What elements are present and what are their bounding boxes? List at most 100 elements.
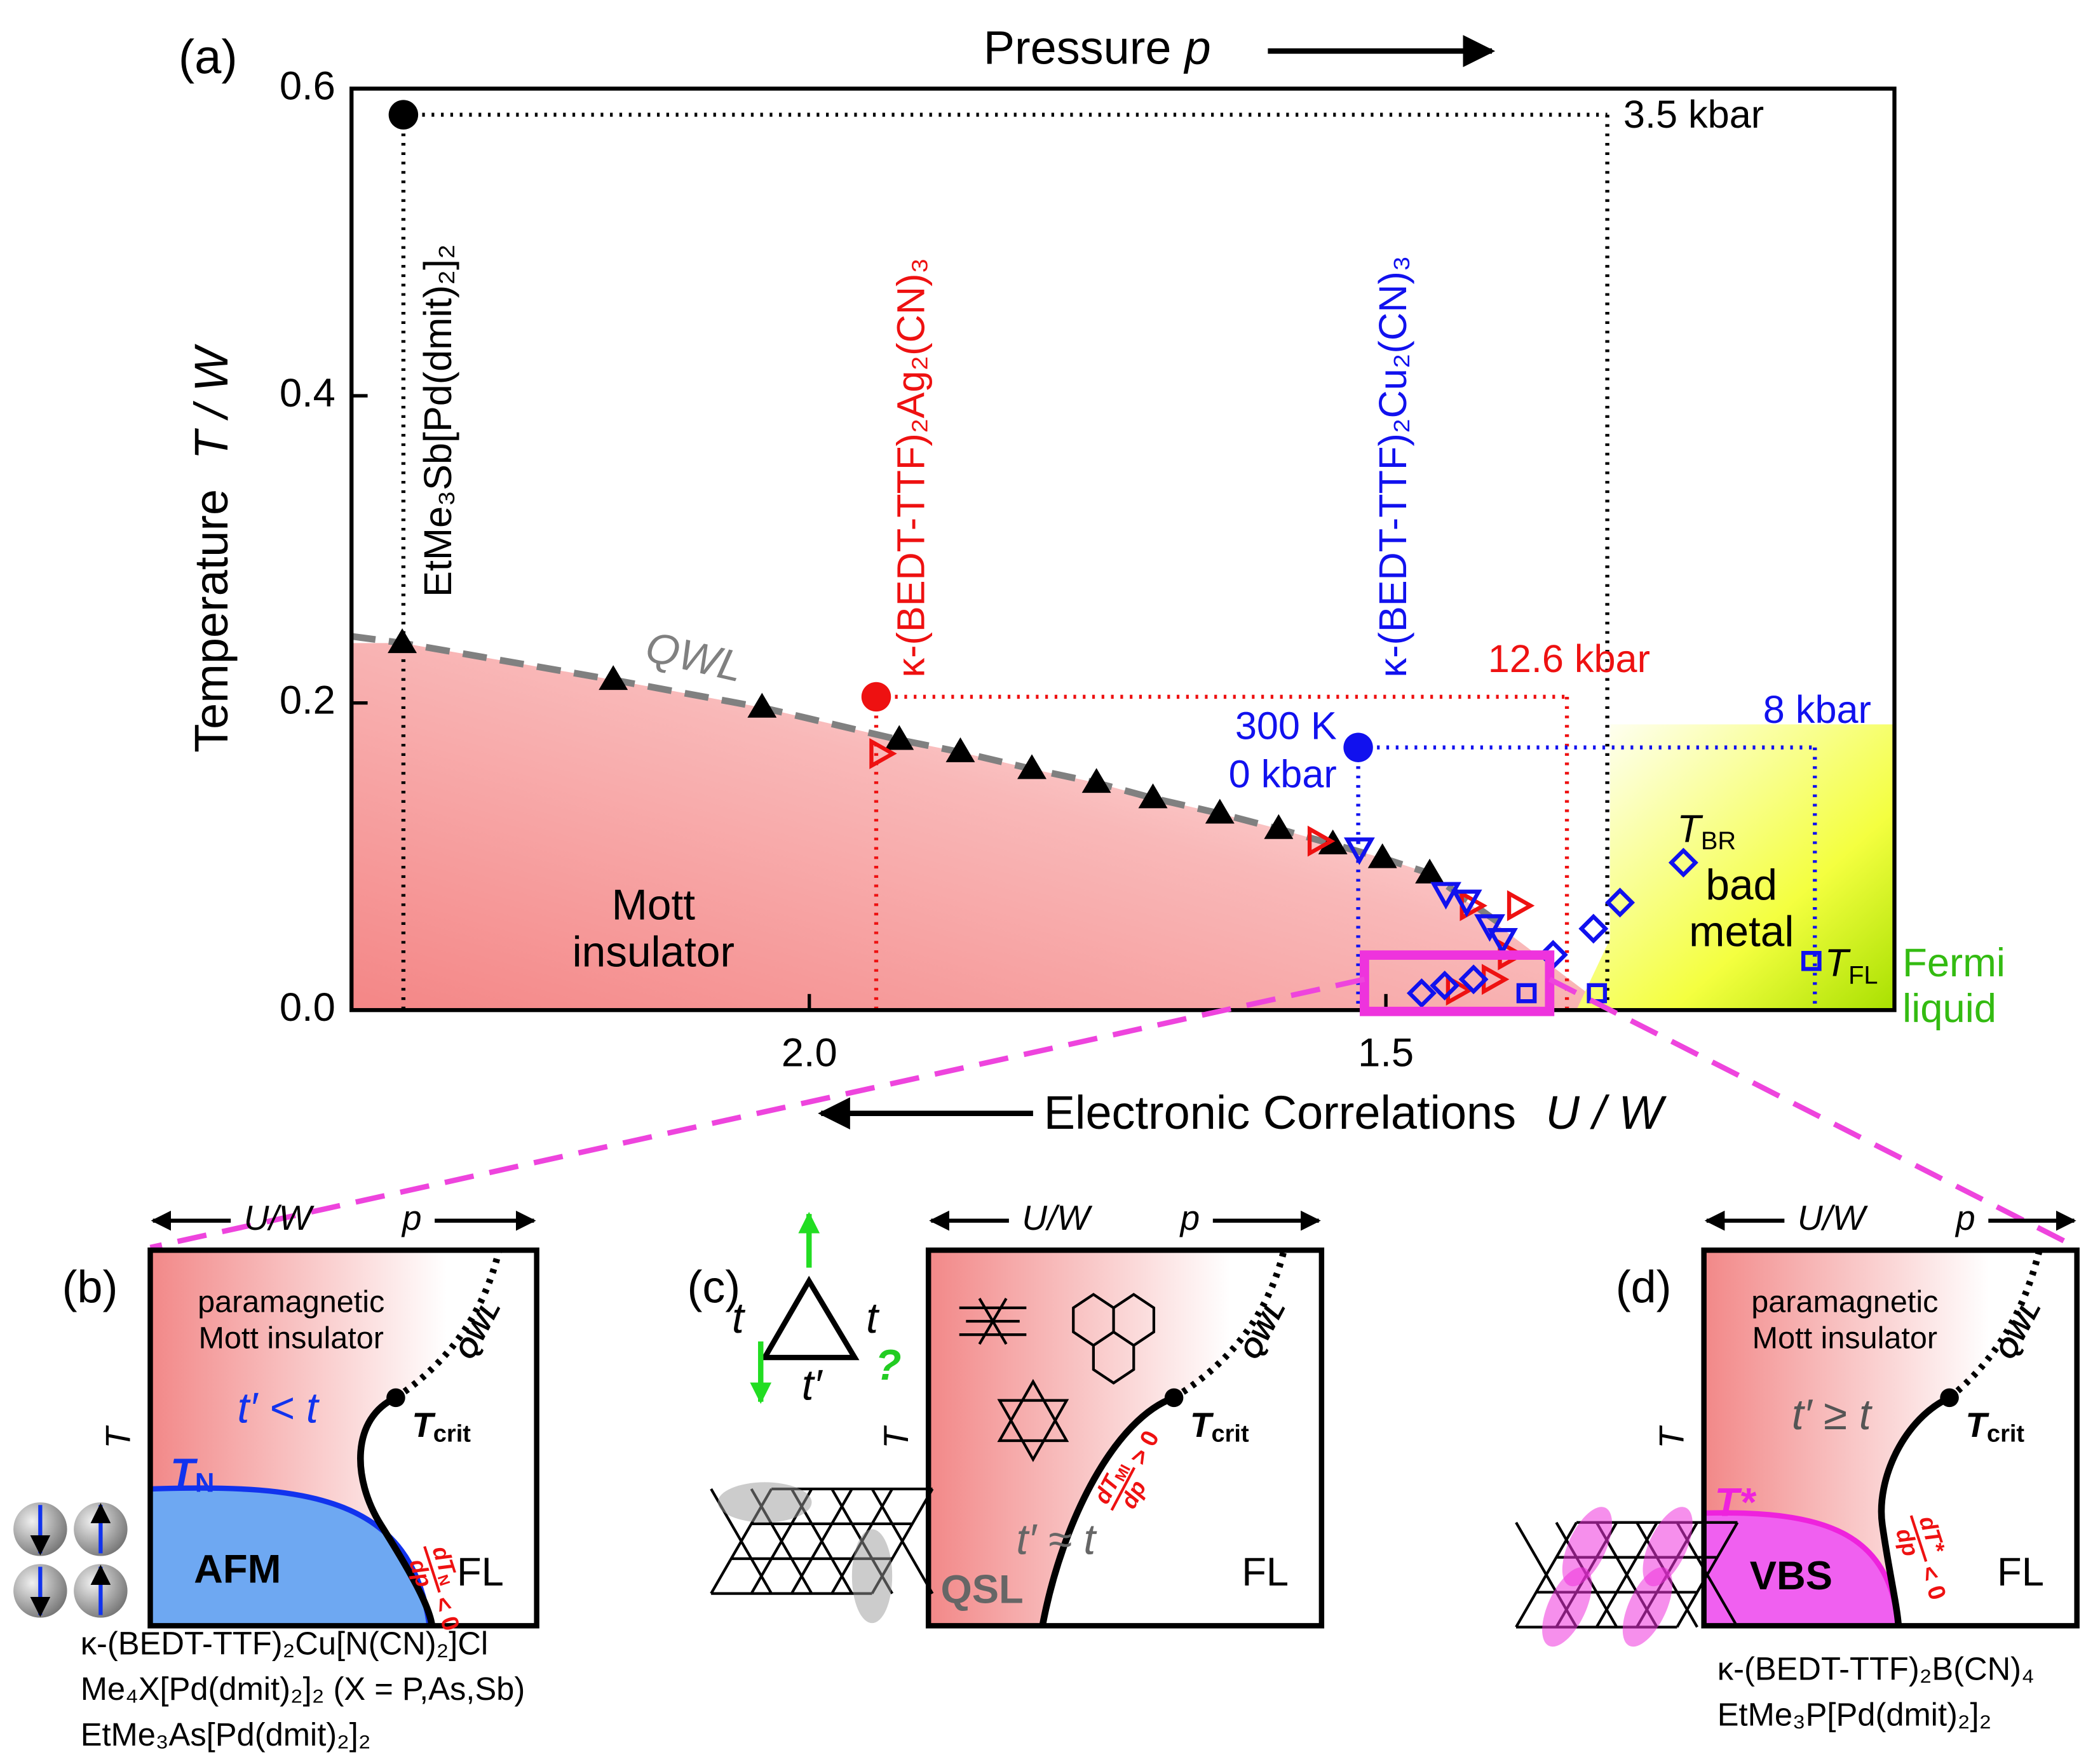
triangle-label: ?: [875, 1342, 901, 1389]
inset-region: paramagnetic: [198, 1284, 384, 1319]
singlet: [1643, 1507, 1693, 1587]
data-point: [945, 737, 975, 762]
inset-hopping: t′ ≥ t: [1792, 1391, 1873, 1439]
y-tick-label: 0.4: [280, 371, 335, 415]
triangle: [760, 1276, 860, 1361]
data-point: [1017, 754, 1046, 779]
singlet: [1562, 1507, 1613, 1587]
data-point: [884, 725, 914, 750]
critical-point: [1164, 1388, 1184, 1408]
triangle-label: t: [866, 1295, 880, 1342]
qwl-label: QWL: [641, 623, 747, 692]
data-point: [1507, 890, 1535, 922]
inset-axis-left: U/W: [244, 1198, 315, 1237]
pressure-label: 3.5 kbar: [1623, 93, 1764, 136]
inset-axis-left: U/W: [1798, 1198, 1869, 1237]
series-label: TBR: [1677, 807, 1736, 854]
data-point: [1446, 974, 1474, 1006]
start-point: [861, 682, 891, 712]
slope-rel: < 0: [1915, 1563, 1951, 1603]
singlet: [717, 1482, 812, 1523]
mit-line: [357, 1394, 436, 1627]
series-label-sub: FL: [1848, 961, 1878, 989]
slope-rel: > 0: [1125, 1427, 1165, 1469]
order-main: T*: [1715, 1480, 1758, 1525]
inset-frame: [925, 1247, 1325, 1629]
crit-main: T: [412, 1404, 436, 1444]
crossover-line: [393, 1249, 503, 1401]
data-point: [747, 692, 777, 718]
crossover-line: [1947, 1249, 2043, 1401]
crit-main: T: [1965, 1404, 1989, 1444]
inset-order-temp: TN: [170, 1451, 214, 1498]
inset-axis-right: p: [401, 1198, 422, 1237]
y-tick-label: 0.0: [280, 985, 335, 1030]
inset-axis-left: U/W: [1022, 1198, 1093, 1237]
inset-t-axis: T: [1652, 1425, 1691, 1448]
pressure-label: 12.6 kbar: [1488, 637, 1650, 680]
mit-line: [1039, 1394, 1175, 1627]
region-label: bad: [1705, 861, 1777, 909]
top-label-text: Pressure: [984, 21, 1172, 74]
inset-crit: Tcrit: [1190, 1404, 1249, 1447]
crit-sub: crit: [1211, 1421, 1249, 1448]
data-point: [1343, 837, 1375, 865]
inset-fl: FL: [1242, 1550, 1289, 1594]
data-point: [869, 737, 897, 769]
slope-bar: [1110, 1467, 1136, 1511]
inset-label: (c): [687, 1262, 740, 1312]
zoom-connector: [1548, 976, 2078, 1250]
inset-crit: Tcrit: [412, 1404, 471, 1447]
start-point: [388, 100, 419, 130]
inset-crit: Tcrit: [1965, 1404, 2024, 1447]
inset-hopping: t′ < t: [237, 1384, 320, 1432]
ordered-phase: [1704, 1512, 1899, 1626]
kagome: [997, 1378, 1069, 1462]
x-tick-label: 2.0: [782, 1031, 837, 1075]
material-label: EtMe₃Sb[Pd(dmit)₂]₂: [416, 244, 459, 597]
triangle-label: t: [732, 1295, 746, 1342]
compound: Me₄X[Pd(dmit)₂]₂ (X = P,As,Sb): [81, 1671, 525, 1707]
y-tick-label: 0.2: [280, 678, 335, 722]
data-point: [1605, 887, 1636, 918]
slope-num-sub: N: [435, 1573, 454, 1588]
data-point: [1430, 882, 1461, 910]
region-label: Fermi: [1902, 941, 2005, 985]
series-label-sub: BR: [1701, 827, 1736, 855]
mit-line: [1878, 1394, 1951, 1626]
data-point: [1138, 783, 1168, 809]
inset-region: paramagnetic: [1751, 1284, 1938, 1319]
order-main: T: [170, 1451, 198, 1495]
critical-point: [386, 1388, 405, 1408]
data-point: [1081, 768, 1111, 793]
data-point: [599, 665, 628, 690]
start-point: [1343, 732, 1373, 762]
ordered-phase: [150, 1488, 430, 1626]
singlet: [1542, 1567, 1592, 1647]
data-point: [1406, 978, 1437, 1009]
pressure-label: 8 kbar: [1763, 688, 1871, 731]
singlet: [1622, 1567, 1673, 1647]
slope-label: dT*dp< 0: [1891, 1513, 1951, 1603]
series-label: TFL: [1825, 941, 1878, 989]
x-axis-label-var: U / W: [1546, 1086, 1667, 1138]
data-point: [1516, 983, 1537, 1004]
inset-fl: FL: [1997, 1550, 2044, 1594]
inset-t-axis: T: [876, 1425, 916, 1448]
inset-mott-region: [928, 1250, 1284, 1626]
inset-t-axis: T: [98, 1425, 138, 1448]
region-label: metal: [1689, 908, 1794, 956]
data-point: [1415, 858, 1445, 884]
material-label: κ-(BEDT-TTF)₂Ag₂(CN)₃: [889, 258, 932, 678]
data-point: [1668, 847, 1698, 878]
inset-region: Mott insulator: [1752, 1321, 1937, 1355]
data-point: [1474, 914, 1505, 942]
zoom-connector: [149, 976, 1365, 1251]
compound: EtMe₃As[Pd(dmit)₂]₂: [81, 1716, 371, 1753]
crossover-line: [1172, 1249, 1287, 1401]
region-label: Mott: [612, 882, 696, 929]
